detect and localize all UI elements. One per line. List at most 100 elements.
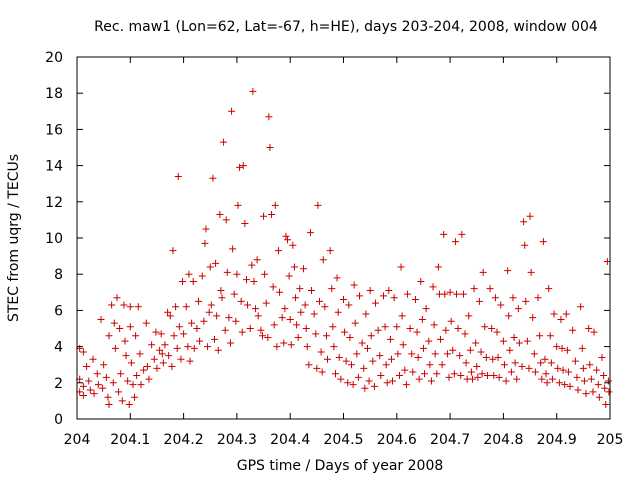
data-point [415, 375, 423, 383]
data-point [547, 359, 555, 367]
data-point [268, 210, 276, 218]
data-point [196, 337, 204, 345]
data-point [182, 303, 190, 311]
data-point [546, 332, 554, 340]
data-point [457, 372, 465, 380]
data-point [290, 263, 298, 271]
x-axis-ticks: 204 204.1 204.2 204.3 204.4 204.5 204.6 204.7 20… [64, 57, 623, 448]
data-point [285, 272, 293, 280]
data-point [362, 310, 370, 318]
data-point [534, 294, 542, 302]
data-point [117, 370, 125, 378]
data-point [86, 386, 94, 394]
data-point [153, 364, 161, 372]
data-point [136, 350, 144, 358]
data-point [507, 368, 515, 376]
data-point [513, 375, 521, 383]
data-point [157, 330, 165, 338]
data-point [322, 332, 330, 340]
data-point [514, 305, 522, 313]
y-tick-label: 12 [45, 195, 63, 211]
data-point [254, 312, 262, 320]
data-point [563, 346, 571, 354]
data-point [537, 359, 545, 367]
data-point [232, 317, 240, 325]
y-tick-label: 10 [45, 231, 63, 247]
data-point [389, 377, 397, 385]
data-point [350, 281, 358, 289]
data-point [461, 330, 469, 338]
data-point [185, 270, 193, 278]
data-point [489, 355, 497, 363]
data-point [89, 355, 97, 363]
data-point [193, 325, 201, 332]
data-point [321, 303, 329, 311]
data-point [218, 294, 226, 302]
data-point [347, 361, 355, 369]
data-point [445, 373, 453, 381]
data-point [340, 296, 347, 304]
data-point [429, 283, 437, 291]
data-point [431, 350, 439, 358]
data-point [133, 372, 141, 380]
data-point [125, 401, 133, 409]
data-point [529, 314, 537, 322]
data-point [422, 305, 430, 313]
data-point [558, 344, 566, 352]
data-point [248, 261, 256, 269]
data-point [200, 317, 208, 325]
data-point [505, 312, 513, 320]
data-point [397, 263, 405, 271]
data-point [361, 384, 369, 392]
data-point [526, 212, 534, 220]
data-point [438, 361, 446, 369]
data-point [573, 373, 581, 381]
data-point [497, 301, 505, 309]
data-point [490, 372, 498, 380]
data-point [366, 286, 374, 294]
data-point [467, 368, 475, 376]
x-tick-label: 204.6 [377, 432, 417, 448]
data-point [115, 388, 123, 396]
data-point [223, 268, 231, 276]
data-point [451, 238, 459, 246]
data-point [337, 375, 345, 383]
data-point [449, 346, 457, 354]
data-point [601, 384, 609, 392]
data-point [334, 308, 342, 316]
data-point [518, 363, 526, 371]
data-point [470, 285, 478, 293]
data-point [230, 290, 238, 298]
data-point [90, 390, 98, 398]
data-point [105, 332, 113, 340]
data-point [220, 138, 228, 146]
data-point [79, 348, 87, 356]
data-point [550, 310, 558, 318]
data-point [363, 344, 371, 352]
chart-title: Rec. maw1 (Lon=62, Lat=-67, h=HE), days … [94, 19, 598, 35]
data-point [488, 325, 496, 332]
data-point [184, 343, 192, 351]
y-tick-label: 6 [54, 303, 63, 319]
data-point [604, 377, 612, 385]
data-point [319, 256, 327, 264]
data-point [332, 370, 340, 378]
data-point [293, 321, 301, 329]
data-point [465, 312, 473, 320]
data-point [93, 370, 101, 378]
data-point [553, 343, 561, 351]
data-point [126, 323, 134, 331]
data-point [456, 352, 464, 360]
data-point [593, 366, 601, 374]
data-point [374, 326, 382, 334]
y-tick-label: 18 [45, 86, 63, 102]
data-point [244, 301, 252, 309]
data-point [308, 286, 316, 294]
data-point [377, 372, 385, 380]
data-point [152, 328, 160, 336]
data-point [479, 268, 487, 276]
data-point [228, 107, 236, 115]
x-tick-label: 204.8 [483, 432, 523, 448]
data-point [168, 363, 176, 371]
data-point [349, 381, 357, 389]
